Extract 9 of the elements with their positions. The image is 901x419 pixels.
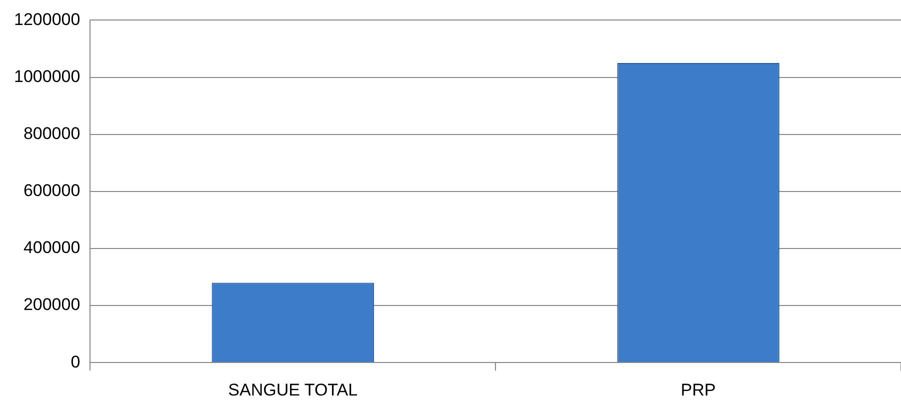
y-tick-label: 1200000 bbox=[14, 10, 80, 29]
y-tick-label: 0 bbox=[70, 352, 80, 372]
x-tick-label: SANGUE TOTAL bbox=[228, 380, 358, 400]
x-tick-label: PRP bbox=[680, 380, 716, 400]
y-tick-label: 1000000 bbox=[14, 66, 80, 86]
y-tick-label: 200000 bbox=[23, 295, 80, 314]
y-tick-label: 400000 bbox=[23, 238, 80, 258]
y-tick-label: 800000 bbox=[23, 124, 80, 144]
y-tick-label: 600000 bbox=[23, 181, 80, 200]
